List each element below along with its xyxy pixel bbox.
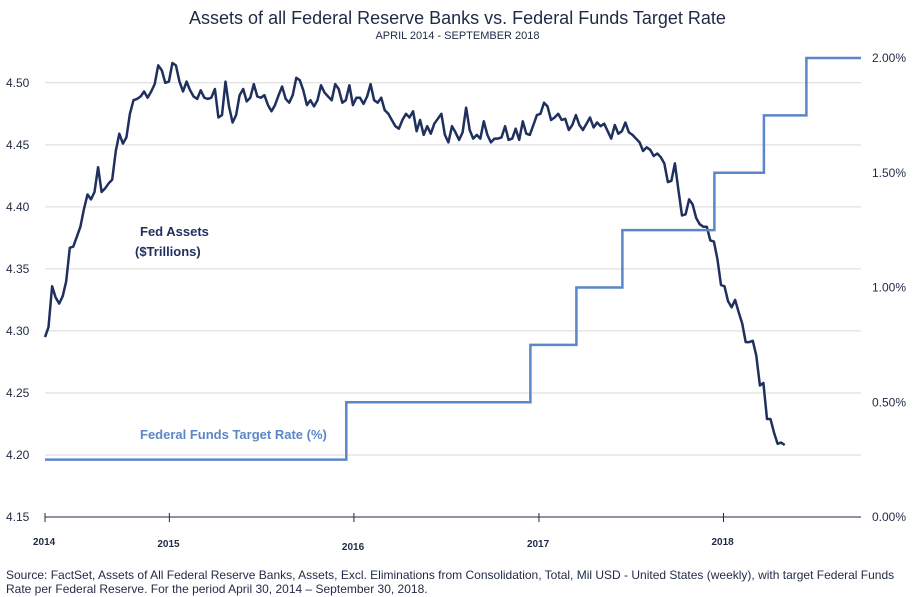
series-group [43, 56, 861, 461]
y-left-tick-label: 4.45 [6, 138, 30, 152]
chart-subtitle: APRIL 2014 - SEPTEMBER 2018 [375, 30, 540, 42]
gridlines [45, 82, 861, 518]
y-left-tick-label: 4.50 [6, 76, 30, 90]
x-axis: 2014 2015 2016 2017 2018 [33, 513, 734, 553]
source-note: Source: FactSet, Assets of All Federal R… [6, 568, 895, 596]
assets-line [43, 61, 786, 447]
y-left-tick-label: 4.30 [6, 324, 30, 338]
chart-title: Assets of all Federal Reserve Banks vs. … [189, 8, 726, 28]
y-left-tick-label: 4.40 [6, 200, 30, 214]
x-tick-label: 2015 [157, 539, 180, 550]
y-right-tick-label: 1.50% [872, 166, 906, 180]
y-left-tick-label: 4.20 [6, 448, 30, 462]
assets-series-label-line1: Fed Assets [140, 224, 209, 239]
assets-series-label-line2: ($Trillions) [135, 244, 201, 259]
y-right-tick-label: 1.00% [872, 281, 906, 295]
y-left-tick-label: 4.35 [6, 262, 30, 276]
y-right-tick-label: 2.00% [872, 51, 906, 65]
x-tick-label: 2017 [527, 539, 550, 550]
x-tick-label: 2016 [342, 542, 365, 553]
y-right-tick-label: 0.50% [872, 395, 906, 409]
rate-step-line [45, 56, 861, 461]
rate-series-label: Federal Funds Target Rate (%) [140, 427, 327, 442]
y-left-tick-label: 4.15 [6, 510, 30, 524]
y-right-tick-label: 0.00% [872, 510, 906, 524]
x-tick-label: 2018 [711, 537, 734, 548]
y-left-tick-label: 4.25 [6, 386, 30, 400]
y-axis-left: 4.15 4.20 4.25 4.30 4.35 4.40 4.45 4.50 [6, 76, 30, 524]
y-axis-right: 0.00% 0.50% 1.00% 1.50% 2.00% [872, 51, 906, 524]
x-tick-label: 2014 [33, 537, 56, 548]
